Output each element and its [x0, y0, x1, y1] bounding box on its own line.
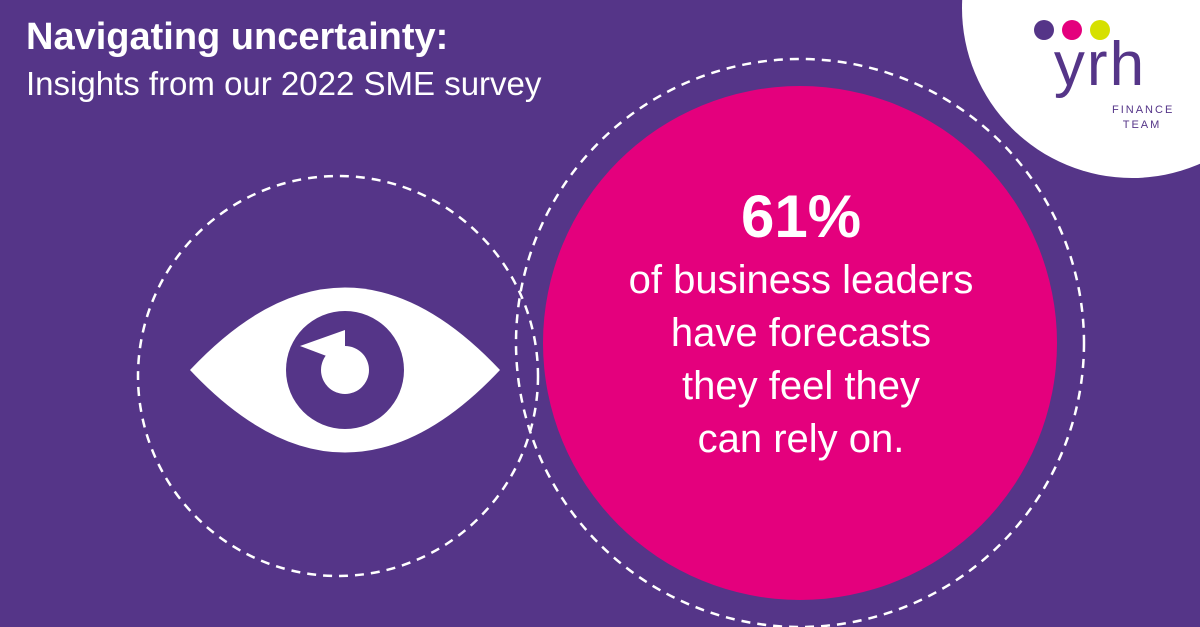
right-dashed-ring: [514, 57, 1086, 627]
logo-dot-yellow: [1090, 20, 1110, 40]
logo-tagline-team: TEAM: [1122, 119, 1162, 131]
page-title: Navigating uncertainty:: [26, 16, 449, 58]
eye-icon: [190, 287, 500, 453]
logo-tagline-finance: FINANCE: [1112, 104, 1175, 116]
logo-dot-pink: [1062, 20, 1082, 40]
logo-dot-purple: [1034, 20, 1054, 40]
stat-line-4: can rely on.: [697, 417, 905, 461]
logo-wordmark: yrh: [1053, 30, 1147, 99]
stat-line-3: they feel they: [682, 364, 920, 408]
page-subtitle: Insights from our 2022 SME survey: [26, 65, 542, 102]
stat-disc: [543, 86, 1057, 600]
stat-line-2: have forecasts: [670, 311, 932, 355]
left-dashed-ring: [136, 174, 540, 578]
statistic: 61% of business leaders have forecasts t…: [556, 180, 1046, 466]
logo: [962, 0, 1200, 178]
stat-line-1: of business leaders: [628, 258, 974, 302]
stat-value: 61%: [740, 183, 862, 250]
